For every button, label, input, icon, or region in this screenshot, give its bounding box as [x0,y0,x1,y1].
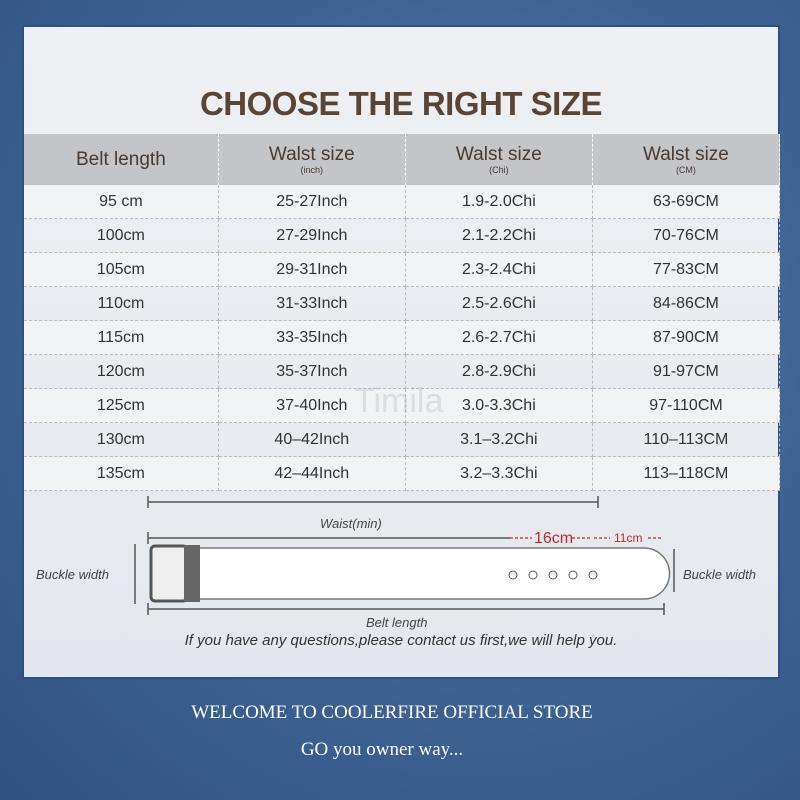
table-cell: 125cm [24,388,219,423]
table-cell: 2.5-2.6Chi [405,286,593,321]
buckle-icon [149,544,189,603]
table-cell: 25-27Inch [218,185,406,219]
table-cell: 115cm [24,320,219,355]
table-cell: 110–113CM [592,422,781,457]
table-cell: 2.8-2.9Chi [405,354,593,389]
table-cell: 29-31Inch [218,252,406,287]
table-cell: 77-83CM [592,252,781,287]
table-row: 125cm 37-40Inch 3.0-3.3Chi 97-110CM [24,388,781,423]
column-header: Belt length [24,134,219,185]
table-cell: 120cm [24,354,219,389]
table-row: 105cm 29-31Inch 2.3-2.4Chi 77-83CM [24,252,781,287]
table-row: 100cm 27-29Inch 2.1-2.2Chi 70-76CM [24,218,781,253]
table-cell: 2.3-2.4Chi [405,252,593,287]
table-cell: 87-90CM [592,320,781,355]
table-cell: 40–42Inch [218,422,406,457]
table-cell: 1.9-2.0Chi [405,185,593,219]
dim-11cm: 11cm [614,531,642,545]
table-cell: 105cm [24,252,219,287]
column-header-unit: (Chi) [489,164,509,175]
belt-strap [153,547,671,600]
belt-diagram: Waist(min) 16cm 11cm Buckle width Buckle… [36,496,756,630]
table-row: 95 cm 25-27Inch 1.9-2.0Chi 63-69CM [24,185,781,219]
table-cell: 130cm [24,422,219,457]
table-row: 120cm 35-37Inch 2.8-2.9Chi 91-97CM [24,354,781,389]
buckle-width-left-label: Buckle width [36,567,109,582]
column-header-label: Walst size [268,143,355,165]
table-cell: 113–118CM [592,456,781,491]
page-title: CHOOSE THE RIGHT SIZE [199,85,603,122]
size-chart-panel: CHOOSE THE RIGHT SIZE Belt length Walst s… [22,25,781,679]
column-header-label: Belt length [75,149,166,170]
table-cell: 31-33Inch [218,286,406,321]
table-cell: 27-29Inch [218,218,406,253]
table-row: 110cm 31-33Inch 2.5-2.6Chi 84-86CM [24,286,781,321]
table-cell: 3.1–3.2Chi [405,422,593,457]
footer-slogan: GO you owner way... [300,739,464,760]
table-row: 115cm 33-35Inch 2.6-2.7Chi 87-90CM [24,320,781,355]
table-cell: 42–44Inch [218,456,406,491]
size-table: Belt length Walst size (inch) Walst size (Ch… [24,134,781,491]
column-header-label: Walst size [455,143,542,165]
table-cell: 84-86CM [592,286,781,321]
table-cell: 3.2–3.3Chi [405,456,593,491]
column-header-label: Walst size [643,143,729,165]
column-header: Walst size (CM) [592,134,781,185]
column-header: Walst size (inch) [218,134,406,185]
table-cell: 33-35Inch [218,320,406,355]
table-cell: 95 cm [24,185,219,219]
table-cell: 2.1-2.2Chi [405,218,593,253]
column-header-unit: (CM) [675,164,696,175]
contact-note: If you have any questions,please contact… [184,632,618,649]
table-row: 130cm 40–42Inch 3.1–3.2Chi 110–113CM [24,422,781,457]
table-cell: 135cm [24,456,219,491]
table-cell: 3.0-3.3Chi [405,388,593,423]
table-cell: 100cm [24,218,219,253]
table-cell: 2.6-2.7Chi [405,320,593,355]
column-header: Walst size (Chi) [405,134,593,185]
belt-length-label: Belt length [366,615,427,630]
belt-holes [508,570,598,580]
table-row: 135cm 42–44Inch 3.2–3.3Chi 113–118CM [24,456,781,491]
column-header-unit: (inch) [300,164,324,175]
watermark: Timila [354,382,444,420]
table-cell: 70-76CM [592,218,781,253]
dim-16cm: 16cm [534,530,573,547]
table-cell: 91-97CM [592,354,781,389]
table-cell: 63-69CM [592,185,781,219]
buckle-width-right-label: Buckle width [683,567,756,582]
table-cell: 97-110CM [592,388,781,423]
table-cell: 110cm [24,286,219,321]
waist-label: Waist(min) [320,516,382,531]
table-cell: 35-37Inch [218,354,406,389]
table-cell: 37-40Inch [218,388,406,423]
buckle-keeper [184,545,200,602]
footer-welcome: WELCOME TO COOLERFIRE OFFICIAL STORE [191,702,593,723]
